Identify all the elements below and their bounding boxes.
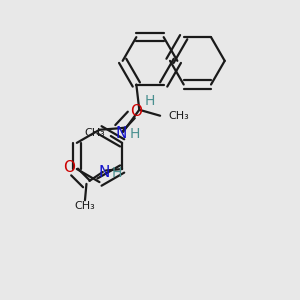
Text: O: O (130, 104, 142, 119)
Text: CH₃: CH₃ (84, 128, 105, 138)
Text: O: O (63, 160, 75, 175)
Text: N: N (98, 165, 110, 180)
Text: H: H (130, 128, 140, 141)
Text: CH₃: CH₃ (168, 111, 189, 121)
Text: H: H (112, 167, 122, 181)
Text: N: N (116, 126, 127, 141)
Text: H: H (145, 94, 155, 108)
Text: CH₃: CH₃ (75, 201, 95, 211)
